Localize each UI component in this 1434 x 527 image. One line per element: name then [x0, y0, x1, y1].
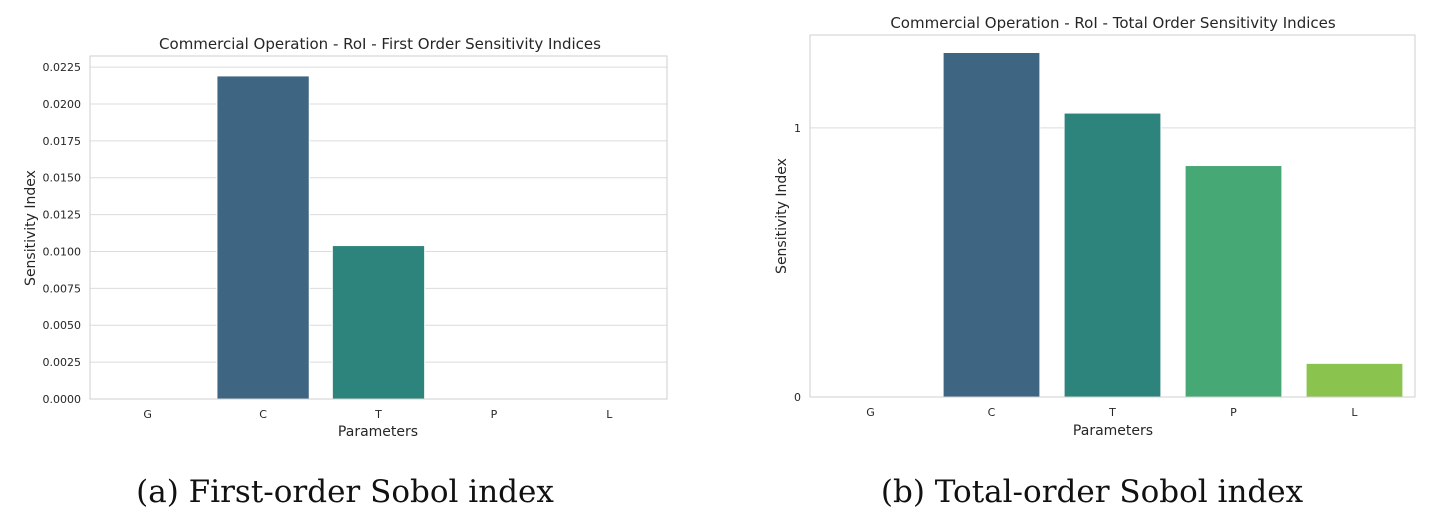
chart-a-x-tick-label: P	[491, 408, 498, 421]
chart-b-bars	[942, 51, 1404, 398]
chart-a-y-tick-label: 0.0100	[43, 245, 82, 258]
chart-b-y-axis-label: Sensitivity Index	[774, 158, 790, 274]
chart-b-x-axis-label: Parameters	[1073, 423, 1153, 439]
chart-a-y-axis-label: Sensitivity Index	[23, 170, 39, 286]
chart-a-y-tick-label: 0.0225	[43, 61, 82, 74]
chart-a-x-tick-label: T	[374, 408, 382, 421]
chart-a-y-tick-label: 0.0125	[43, 209, 82, 222]
chart-b-x-tick-label: G	[866, 406, 875, 419]
chart-b-bar-L	[1305, 362, 1404, 398]
chart-a-x-axis-label: Parameters	[338, 424, 418, 440]
chart-b-x-tick-label: C	[988, 406, 996, 419]
chart-b-y-tick-labels: 01	[794, 122, 801, 404]
chart-b-caption: (b) Total-order Sobol index	[881, 474, 1304, 510]
chart-a-title: Commercial Operation - RoI - First Order…	[159, 35, 601, 53]
chart-b-y-tick-label: 1	[794, 122, 801, 135]
chart-a-plot-frame	[89, 55, 668, 400]
chart-b-x-tick-label: L	[1351, 406, 1358, 419]
chart-panel-b: Commercial Operation - RoI - Total Order…	[774, 14, 1416, 510]
chart-b-bar-P	[1184, 165, 1283, 398]
chart-a-bar-T	[331, 245, 426, 400]
chart-b-y-tick-label: 0	[794, 391, 801, 404]
chart-b-x-tick-label: T	[1108, 406, 1116, 419]
chart-b-title: Commercial Operation - RoI - Total Order…	[890, 14, 1336, 32]
chart-a-bar-C	[216, 75, 310, 400]
chart-a-y-tick-label: 0.0025	[43, 356, 82, 369]
chart-a-y-tick-label: 0.0175	[43, 135, 82, 148]
chart-b-x-tick-label: P	[1230, 406, 1237, 419]
chart-a-x-tick-label: G	[143, 408, 152, 421]
chart-panel-a: Commercial Operation - RoI - First Order…	[23, 35, 668, 510]
chart-a-y-tick-label: 0.0075	[43, 282, 82, 295]
chart-b-plot-frame	[809, 34, 1416, 398]
chart-a-y-tick-labels: 0.0000 0.0025 0.0050 0.0075 0.0100 0.0125 0.01…	[43, 61, 82, 406]
chart-a-y-tick-label: 0.0000	[43, 393, 82, 406]
chart-a-y-tick-label: 0.0150	[43, 172, 82, 185]
chart-b-bar-T	[1063, 112, 1162, 398]
chart-a-caption: (a) First-order Sobol index	[136, 474, 554, 510]
chart-b-bar-C	[942, 51, 1041, 398]
chart-a-y-tick-label: 0.0200	[43, 98, 82, 111]
chart-a-y-tick-label: 0.0050	[43, 319, 82, 332]
chart-a-x-tick-label: L	[606, 408, 613, 421]
chart-a-bars	[216, 75, 426, 400]
chart-a-x-tick-label: C	[259, 408, 267, 421]
